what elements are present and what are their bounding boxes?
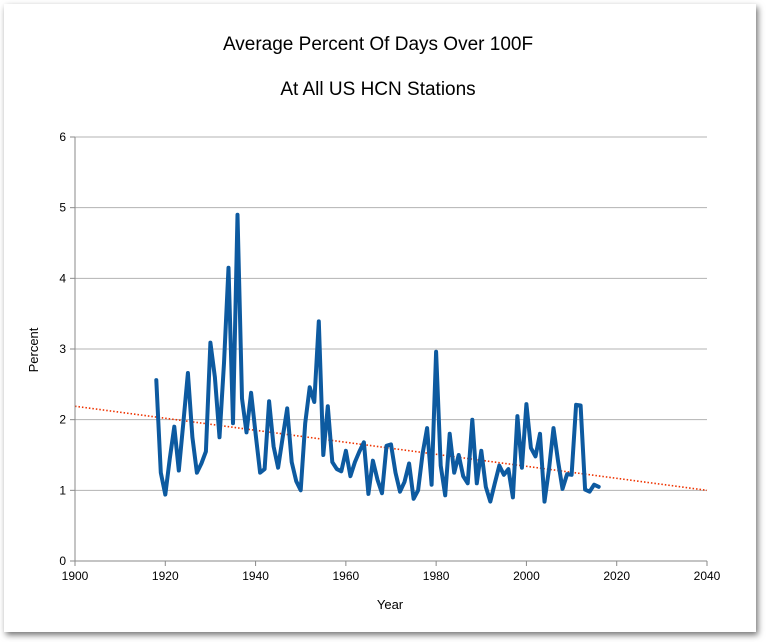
x-tick-label: 1920 <box>152 569 179 583</box>
x-axis-label: Year <box>377 597 404 612</box>
x-tick-label: 1960 <box>333 569 360 583</box>
y-axis-ticks: 0 1 2 3 4 5 6 <box>59 130 75 568</box>
chart-subtitle: At All US HCN Stations <box>280 79 475 100</box>
y-axis-label: Percent <box>26 327 41 372</box>
x-tick-label: 2020 <box>603 569 630 583</box>
x-tick-label: 2000 <box>513 569 540 583</box>
x-axis-ticks: 1900 1920 1940 1960 1980 2000 2020 2040 <box>62 561 721 583</box>
y-tick-label: 0 <box>59 554 66 568</box>
y-tick-label: 3 <box>59 342 66 356</box>
series-line <box>154 212 601 504</box>
chart-title: Average Percent Of Days Over 100F <box>223 34 533 55</box>
y-tick-label: 1 <box>59 483 66 497</box>
grid-lines <box>75 136 707 491</box>
x-tick-label: 1980 <box>423 569 450 583</box>
y-tick-label: 6 <box>59 130 66 144</box>
y-tick-label: 2 <box>59 413 66 427</box>
y-tick-label: 5 <box>59 201 66 215</box>
y-tick-label: 4 <box>59 271 66 285</box>
x-tick-label: 2040 <box>694 569 721 583</box>
chart-frame <box>4 4 756 632</box>
x-tick-label: 1900 <box>62 569 89 583</box>
x-tick-label: 1940 <box>242 569 269 583</box>
